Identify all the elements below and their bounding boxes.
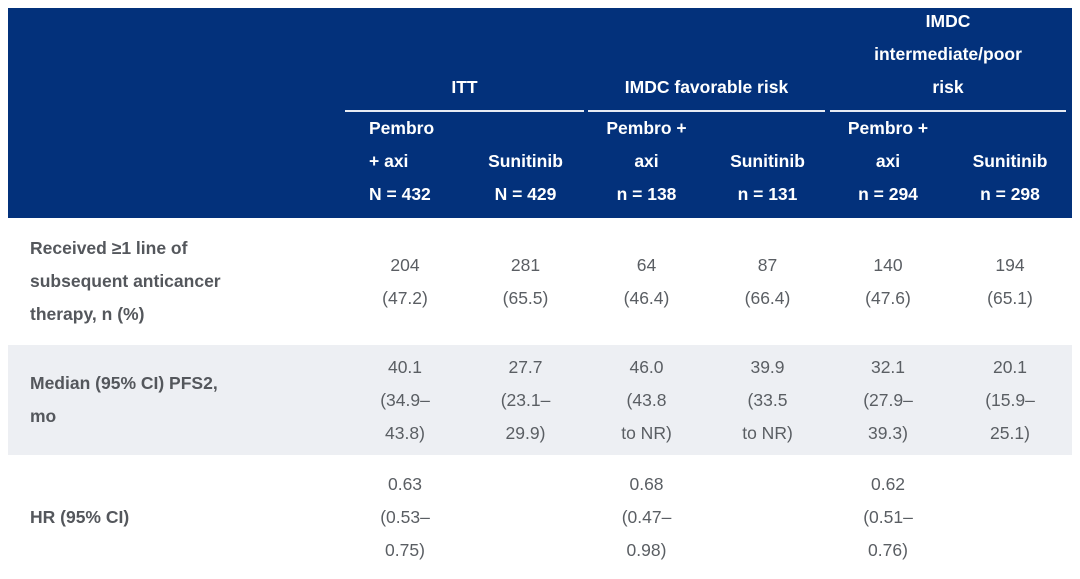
table-cell: 27.7 (23.1– 29.9) — [500, 356, 551, 443]
table-cell: 0.68 (0.47– 0.98) — [621, 473, 672, 560]
table-cell: 87 (66.4) — [744, 254, 791, 308]
table-row-median-pfs2: Median (95% CI) PFS2, mo 40.1 (34.9– 43.… — [8, 345, 1072, 455]
row-label: Median (95% CI) PFS2, mo — [30, 373, 218, 426]
table-cell: 204 (47.2) — [382, 254, 428, 308]
column-group-header-imdc-favorable: IMDC favorable risk — [588, 8, 825, 112]
column-header-favorable-sunitinib: Sunitinib n = 131 — [730, 151, 805, 204]
column-header-intermediate-sunitinib: Sunitinib n = 298 — [972, 151, 1048, 204]
table-cell: 40.1 (34.9– 43.8) — [380, 356, 430, 443]
table-cell: 20.1 (15.9– 25.1) — [985, 356, 1035, 443]
table-cell: 46.0 (43.8 to NR) — [621, 356, 672, 443]
column-group-header-imdc-intermediate-poor: IMDC intermediate/poor risk — [830, 8, 1066, 112]
column-group-header-itt: ITT — [345, 8, 584, 112]
results-table: ITT IMDC favorable risk IMDC intermediat… — [8, 8, 1072, 579]
table-cell: 0.63 (0.53– 0.75) — [380, 473, 430, 560]
column-header-itt-pembro-axi: Pembro + axi N = 432 — [369, 118, 435, 204]
table-header: ITT IMDC favorable risk IMDC intermediat… — [8, 8, 1072, 218]
column-header-itt-sunitinib: Sunitinib N = 429 — [488, 151, 563, 204]
table-cell: 140 (47.6) — [865, 254, 911, 308]
column-header-intermediate-pembro-axi: Pembro + axi n = 294 — [847, 118, 929, 204]
table-cell: 64 (46.4) — [623, 254, 670, 308]
table-cell: 39.9 (33.5 to NR) — [742, 356, 793, 443]
row-label: Received ≥1 line of subsequent anticance… — [30, 238, 221, 324]
table-cell: 281 (65.5) — [502, 254, 549, 308]
table-cell: 0.62 (0.51– 0.76) — [863, 473, 913, 560]
header-corner-cell — [8, 8, 345, 218]
table-row-subsequent-therapy: Received ≥1 line of subsequent anticance… — [8, 218, 1072, 345]
table-cell: 32.1 (27.9– 39.3) — [863, 356, 913, 443]
row-label: HR (95% CI) — [30, 506, 130, 527]
column-header-favorable-pembro-axi: Pembro + axi n = 138 — [606, 118, 687, 204]
table-cell: 194 (65.1) — [987, 254, 1033, 308]
table-row-hazard-ratio: HR (95% CI) 0.63 (0.53– 0.75) 0.68 (0.47… — [8, 455, 1072, 579]
